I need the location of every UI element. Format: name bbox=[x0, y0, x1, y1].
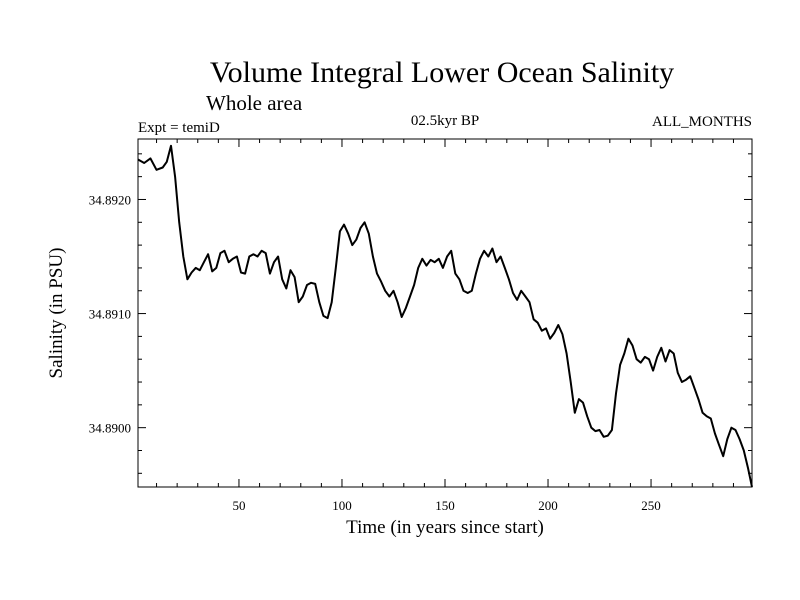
y-tick-label: 34.8920 bbox=[89, 192, 131, 207]
x-tick-label: 50 bbox=[232, 498, 245, 513]
data-series bbox=[137, 144, 753, 488]
salinity-line bbox=[137, 144, 753, 488]
x-tick-label: 150 bbox=[435, 498, 455, 513]
x-tick-label: 250 bbox=[641, 498, 661, 513]
ticks bbox=[138, 139, 752, 487]
x-tick-label: 100 bbox=[332, 498, 352, 513]
axes bbox=[137, 138, 753, 488]
y-tick-label: 34.8900 bbox=[89, 421, 131, 436]
months-label: ALL_MONTHS bbox=[652, 114, 752, 130]
chart-title: Volume Integral Lower Ocean Salinity bbox=[210, 56, 674, 89]
x-axis-label: Time (in years since start) bbox=[346, 517, 544, 538]
y-tick-label: 34.8910 bbox=[89, 307, 131, 322]
y-axis-label: Salinity (in PSU) bbox=[46, 248, 67, 379]
experiment-label: Expt = temiD bbox=[138, 120, 220, 136]
period-label: 02.5kyr BP bbox=[411, 113, 479, 129]
chart-subtitle: Whole area bbox=[206, 91, 303, 115]
tick-labels: 50 100 150 200 250 34.8900 34.8910 34.8920 bbox=[89, 192, 661, 513]
plot-frame bbox=[137, 138, 753, 488]
x-tick-label: 200 bbox=[538, 498, 558, 513]
